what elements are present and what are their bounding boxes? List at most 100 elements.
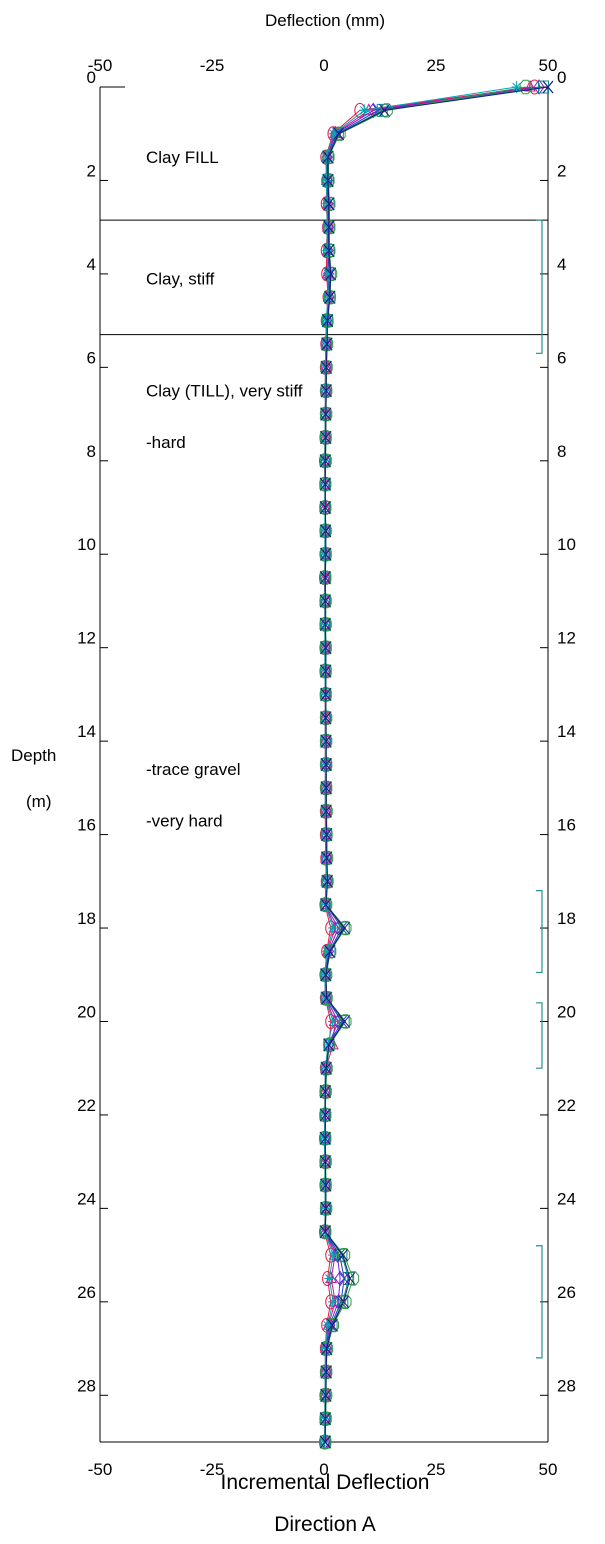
series-6-point-33 [320, 851, 331, 864]
series-7-point-47 [320, 1178, 332, 1192]
x-tick-label-bottom-2: 0 [319, 1460, 328, 1479]
series-7-point-30 [320, 781, 332, 795]
strata-label-1: Clay, stiff [146, 270, 215, 289]
series-6-point-34 [321, 875, 332, 888]
series-5-point-24 [319, 640, 332, 655]
series-6-point-39 [320, 992, 331, 1005]
strata-labels: Clay FILL Clay, stiff Clay (TILL), very st… [146, 148, 303, 830]
series-7-point-42 [320, 1061, 332, 1075]
series-6-point-20 [319, 548, 330, 561]
series-7-point-17 [319, 477, 331, 491]
series-7-point-49 [319, 1225, 331, 1239]
series-7-point-2 [333, 127, 345, 141]
series-5-point-21 [319, 570, 332, 585]
series-6-point-51 [324, 1272, 335, 1285]
series-5-point-33 [321, 850, 334, 866]
series-5-point-38 [320, 967, 333, 982]
series-7-point-55 [320, 1365, 332, 1379]
series-7-point-45 [319, 1131, 331, 1145]
bracket-1 [536, 890, 543, 974]
series-6-point-56 [319, 1389, 330, 1402]
series-7-point-12 [320, 361, 332, 374]
y-tick-label-left-5: 10 [77, 535, 96, 554]
series-7-point-46 [319, 1155, 331, 1168]
series-5-point-26 [319, 687, 332, 702]
y-tick-label-right-14: 28 [557, 1376, 576, 1395]
series-5-point-13 [320, 383, 333, 398]
series-5-point-9 [323, 290, 336, 305]
x-tick-label-top-2: 0 [319, 56, 328, 75]
series-7-point-5 [323, 197, 335, 211]
series-6-point-41 [323, 1038, 334, 1051]
series-2-line [324, 86, 540, 1443]
series-6-point-50 [327, 1249, 338, 1262]
series-5-point-58 [319, 1434, 332, 1450]
series-7-point-22 [319, 594, 331, 608]
left-axis-title-depth: Depth [11, 746, 56, 765]
series-6-point-8 [323, 267, 334, 280]
series-7-point-27 [320, 711, 332, 725]
series-5-point-25 [319, 663, 332, 679]
series-7-point-36 [339, 921, 350, 935]
x-tick-label-bottom-0: -50 [88, 1460, 113, 1479]
series-6-point-28 [320, 735, 331, 748]
series-7-point-31 [320, 804, 332, 818]
bracket-3 [536, 1245, 543, 1359]
series-6-point-0 [511, 81, 522, 93]
series-7-point-39 [321, 991, 333, 1005]
series-6-point-1 [359, 104, 370, 117]
series-5-point-30 [320, 780, 333, 795]
series-5-point-40 [339, 1014, 352, 1029]
series-5-point-54 [321, 1341, 334, 1356]
series-5-point-12 [320, 360, 333, 375]
y-tick-label-right-1: 2 [557, 161, 566, 180]
series-5-point-22 [319, 593, 332, 609]
series-6-point-19 [319, 524, 330, 537]
series-7-point-1 [379, 104, 390, 117]
series-7-point-56 [320, 1388, 332, 1402]
series-6-point-45 [319, 1132, 330, 1145]
series-6-point-30 [320, 781, 331, 794]
series-6-line [323, 86, 517, 1443]
series-7-point-33 [321, 851, 333, 865]
series-7-point-3 [322, 150, 334, 164]
strata-label-2: Clay (TILL), very stiff [146, 382, 303, 401]
series-6-point-31 [320, 805, 331, 818]
series-7-point-37 [324, 945, 336, 958]
y-tick-label-left-13: 26 [77, 1283, 96, 1302]
series-3-point-36 [336, 921, 348, 935]
series-5-point-16 [319, 453, 332, 468]
y-tick-label-left-12: 24 [77, 1189, 96, 1208]
top-axis-title: Deflection (mm) [265, 11, 385, 30]
series-7-point-4 [322, 174, 334, 187]
series-6-point-58 [319, 1436, 330, 1448]
series-5-point-10 [321, 313, 334, 328]
series-7-point-8 [325, 267, 337, 281]
series-6-point-15 [319, 431, 330, 444]
series-6-point-11 [320, 337, 331, 350]
series-5-point-28 [320, 734, 333, 749]
series-7-point-40 [339, 1015, 350, 1028]
series-5-point-20 [319, 547, 332, 562]
x-tick-label-top-4: 50 [539, 56, 558, 75]
series-2-point-0 [533, 79, 545, 95]
series-3-point-40 [336, 1015, 348, 1028]
y-tick-label-right-3: 6 [557, 348, 566, 367]
series-4-point-36 [338, 921, 350, 935]
series-7-point-28 [320, 734, 332, 748]
y-tick-label-left-4: 8 [87, 442, 96, 461]
series-6-point-6 [322, 221, 333, 234]
series-5-point-31 [320, 804, 333, 819]
series-7-point-26 [320, 688, 332, 701]
y-tick-label-left-3: 6 [87, 348, 96, 367]
series-6-point-47 [319, 1179, 330, 1192]
series-7-point-20 [320, 547, 332, 561]
series-6-point-4 [321, 174, 332, 187]
series-6-point-7 [322, 244, 333, 257]
y-tick-label-right-12: 24 [557, 1189, 576, 1208]
series-7-point-58 [319, 1435, 331, 1449]
y-tick-label-right-7: 14 [557, 722, 576, 741]
series-6-point-10 [321, 314, 332, 327]
series-5-point-43 [319, 1084, 332, 1099]
series-6-point-53 [322, 1319, 333, 1332]
